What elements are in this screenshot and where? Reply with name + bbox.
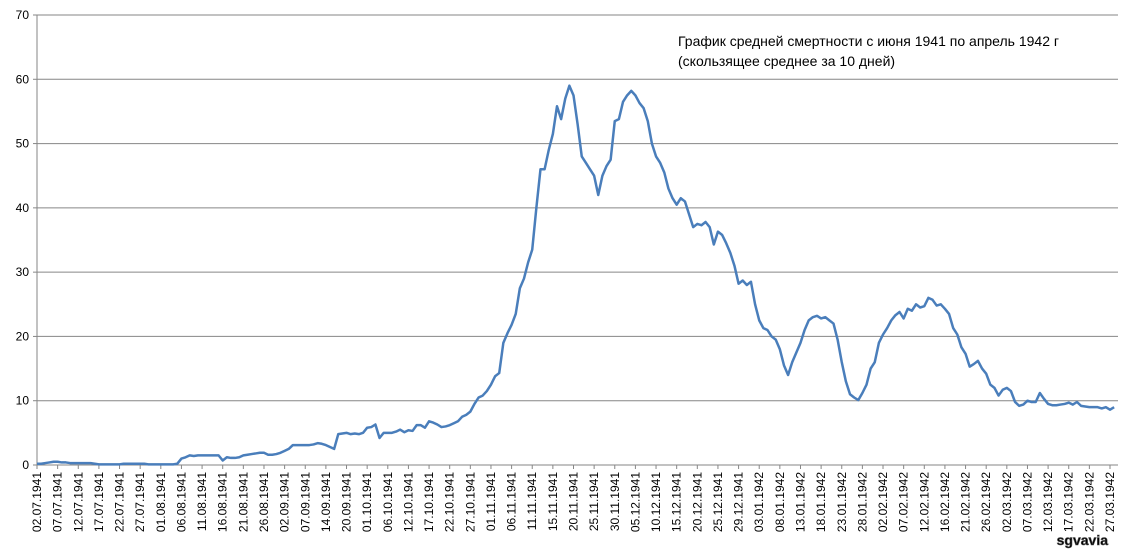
y-tick-label: 10: [16, 394, 30, 408]
x-tick-label: 22.07.1941: [113, 472, 127, 532]
x-tick-label: 22.10.1941: [443, 472, 457, 532]
x-tick-label: 27.10.1941: [463, 472, 477, 532]
x-tick-label: 02.07.1941: [30, 472, 44, 532]
x-tick-label: 17.03.1942: [1062, 472, 1076, 532]
x-tick-label: 15.12.1941: [670, 472, 684, 532]
y-tick-label: 30: [16, 265, 30, 279]
x-tick-label: 07.07.1941: [51, 472, 65, 532]
x-tick-label: 12.10.1941: [401, 472, 415, 532]
x-tick-label: 29.12.1941: [732, 472, 746, 532]
x-tick-label: 27.07.1941: [133, 472, 147, 532]
x-tick-label: 07.02.1942: [897, 472, 911, 532]
y-tick-label: 20: [16, 329, 30, 343]
x-tick-label: 15.11.1941: [546, 472, 560, 531]
x-tick-label: 16.02.1942: [938, 472, 952, 532]
x-tick-label: 11.11.1941: [525, 472, 539, 531]
x-tick-label: 01.08.1941: [154, 472, 168, 532]
line-series: [37, 84, 1115, 466]
x-tick-label: 07.03.1942: [1020, 472, 1034, 532]
x-tick-label: 21.08.1941: [236, 472, 250, 532]
x-tick-label: 13.01.1942: [793, 472, 807, 532]
x-tick-label: 03.01.1942: [752, 472, 766, 532]
x-tick-label: 11.08.1941: [195, 472, 209, 531]
watermark: sgvavia: [1057, 532, 1109, 548]
y-tick-label: 70: [16, 8, 30, 22]
x-tick-label: 25.12.1941: [711, 472, 725, 532]
x-tick-label: 02.02.1942: [876, 472, 890, 532]
x-tick-label: 21.02.1942: [959, 472, 973, 532]
x-tick-label: 26.02.1942: [979, 472, 993, 532]
x-tick-label: 27.03.1942: [1103, 472, 1117, 532]
x-tick-label: 01.10.1941: [360, 472, 374, 532]
x-tick-label: 12.03.1942: [1041, 472, 1055, 532]
x-tick-label: 02.03.1942: [1000, 472, 1014, 532]
y-tick-label: 50: [16, 137, 30, 151]
x-tick-label: 23.01.1942: [835, 472, 849, 532]
x-tick-label: 12.07.1941: [71, 472, 85, 532]
y-tick-label: 40: [16, 201, 30, 215]
x-tick-label: 14.09.1941: [319, 472, 333, 532]
annotation: (скользящее среднее за 10 дней): [678, 53, 895, 69]
x-tick-label: 25.11.1941: [587, 472, 601, 531]
x-tick-label: 01.11.1941: [484, 472, 498, 531]
x-tick-label: 18.01.1942: [814, 472, 828, 532]
x-tick-label: 06.08.1941: [174, 472, 188, 532]
x-tick-label: 12.02.1942: [917, 472, 931, 532]
x-tick-label: 16.08.1941: [216, 472, 230, 532]
x-tick-label: 22.03.1942: [1082, 472, 1096, 532]
x-tick-label: 20.11.1941: [567, 472, 581, 531]
x-tick-label: 05.12.1941: [628, 472, 642, 532]
x-tick-label: 30.11.1941: [608, 472, 622, 531]
x-tick-label: 08.01.1942: [773, 472, 787, 532]
x-tick-label: 07.09.1941: [298, 472, 312, 532]
x-tick-label: 06.11.1941: [505, 472, 519, 531]
x-tick-label: 20.09.1941: [340, 472, 354, 532]
x-tick-label: 02.09.1941: [278, 472, 292, 532]
y-tick-label: 60: [16, 72, 30, 86]
x-tick-label: 26.08.1941: [257, 472, 271, 532]
x-tick-label: 20.12.1941: [690, 472, 704, 532]
x-tick-label: 10.12.1941: [649, 472, 663, 532]
x-tick-label: 06.10.1941: [381, 472, 395, 532]
x-tick-label: 28.01.1942: [855, 472, 869, 532]
x-tick-label: 17.10.1941: [422, 472, 436, 532]
annotation: График средней смертности с июня 1941 по…: [678, 33, 1059, 49]
y-tick-label: 0: [22, 458, 29, 472]
x-tick-label: 17.07.1941: [92, 472, 106, 532]
